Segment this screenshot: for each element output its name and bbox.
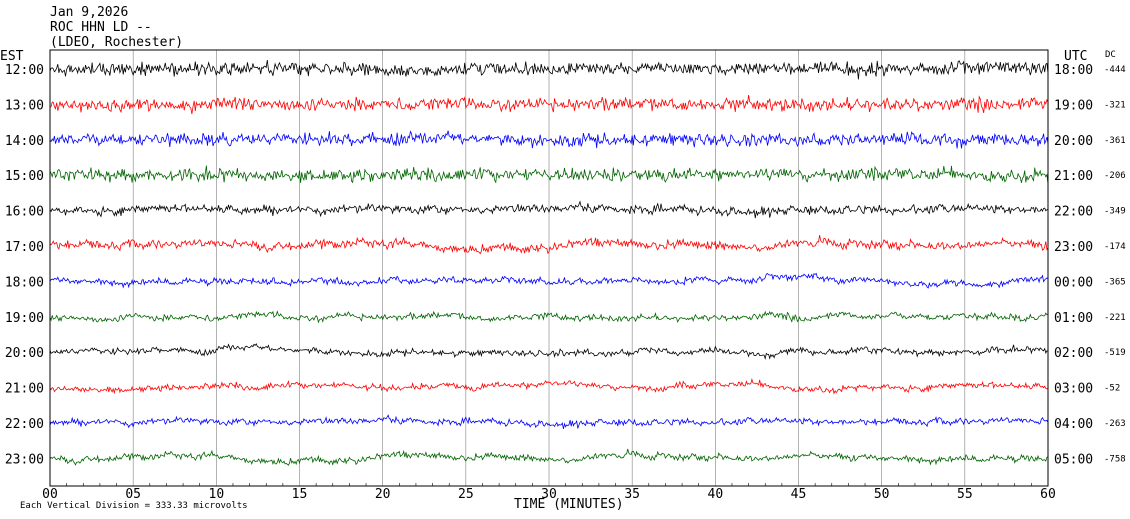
est-label: 12:00 <box>5 63 44 78</box>
dc-value: -758 <box>1104 454 1126 464</box>
x-tick-label: 15 <box>292 487 308 502</box>
trace-row <box>49 59 1049 80</box>
grid <box>132 50 966 486</box>
dc-axis-title: DC <box>1105 50 1116 60</box>
utc-label: 22:00 <box>1054 205 1093 220</box>
est-label: 16:00 <box>5 205 44 220</box>
x-tick-label: 60 <box>1040 487 1056 502</box>
utc-label: 03:00 <box>1054 382 1093 397</box>
scale-note: Each Vertical Division = 333.33 microvol… <box>20 501 248 511</box>
header-location: (LDEO, Rochester) <box>50 35 183 50</box>
traces <box>49 59 1049 466</box>
trace-row <box>49 95 1049 115</box>
trace-row <box>49 377 1049 395</box>
x-tick-label: 55 <box>957 487 973 502</box>
utc-axis-title: UTC <box>1064 49 1087 64</box>
utc-label: 04:00 <box>1054 417 1093 432</box>
dc-value: -221 <box>1104 313 1126 323</box>
trace-row <box>49 272 1049 289</box>
est-label: 21:00 <box>5 382 44 397</box>
x-tick-label: 30 <box>541 487 557 502</box>
x-tick-label: 45 <box>791 487 807 502</box>
dc-value: -206 <box>1104 171 1126 181</box>
dc-value: -365 <box>1104 277 1126 287</box>
utc-label: 18:00 <box>1054 63 1093 78</box>
est-label: 22:00 <box>5 417 44 432</box>
trace-row <box>49 414 1049 429</box>
dc-value: -52 <box>1104 384 1120 394</box>
trace-row <box>49 448 1049 466</box>
dc-value: -519 <box>1104 348 1126 358</box>
plot-frame <box>49 49 1049 487</box>
x-tick-label: 50 <box>874 487 890 502</box>
est-label: 19:00 <box>5 311 44 326</box>
utc-label: 05:00 <box>1054 452 1093 467</box>
est-axis-title: EST <box>0 49 24 64</box>
utc-label: 00:00 <box>1054 275 1093 290</box>
header-date: Jan 9,2026 <box>50 5 128 20</box>
est-labels: 12:00 13:00 14:00 15:00 16:00 17:00 18:00 19:00… <box>5 63 44 467</box>
utc-label: 01:00 <box>1054 311 1093 326</box>
dc-value: -174 <box>1104 242 1126 252</box>
utc-label: 19:00 <box>1054 98 1093 113</box>
dc-value: -263 <box>1104 419 1126 429</box>
x-tick-label: 25 <box>458 487 474 502</box>
dc-value: -349 <box>1104 207 1126 217</box>
est-label: 17:00 <box>5 240 44 255</box>
utc-label: 20:00 <box>1054 134 1093 149</box>
x-tick-label: 10 <box>209 487 225 502</box>
est-label: 15:00 <box>5 169 44 184</box>
dc-value: -444 <box>1104 65 1126 75</box>
utc-label: 23:00 <box>1054 240 1093 255</box>
trace-row <box>49 343 1049 361</box>
dc-value: -361 <box>1104 136 1126 146</box>
trace-row <box>49 200 1049 219</box>
utc-label: 21:00 <box>1054 169 1093 184</box>
est-label: 18:00 <box>5 275 44 290</box>
trace-row <box>49 310 1049 324</box>
header-station: ROC HHN LD -- <box>50 20 152 35</box>
est-label: 23:00 <box>5 452 44 467</box>
est-label: 14:00 <box>5 134 44 149</box>
trace-row <box>49 130 1049 149</box>
est-label: 20:00 <box>5 346 44 361</box>
x-tick-label: 35 <box>624 487 640 502</box>
utc-label: 02:00 <box>1054 346 1093 361</box>
trace-row <box>49 165 1049 185</box>
x-ticks: 00 05 10 15 20 25 30 35 40 45 50 55 60 <box>42 483 1056 502</box>
x-tick-label: 20 <box>375 487 391 502</box>
dc-value: -321 <box>1104 100 1126 110</box>
x-tick-label: 05 <box>125 487 141 502</box>
x-axis-title: TIME (MINUTES) <box>514 497 624 512</box>
x-tick-label: 40 <box>708 487 724 502</box>
dc-labels: -444 -321 -361 -206 -349 -174 -365 -221 -519 -52 -… <box>1104 65 1126 464</box>
trace-row <box>49 235 1049 255</box>
utc-labels: 18:00 19:00 20:00 21:00 22:00 23:00 00:00 01:00… <box>1054 63 1093 467</box>
est-label: 13:00 <box>5 98 44 113</box>
x-tick-label: 00 <box>42 487 58 502</box>
